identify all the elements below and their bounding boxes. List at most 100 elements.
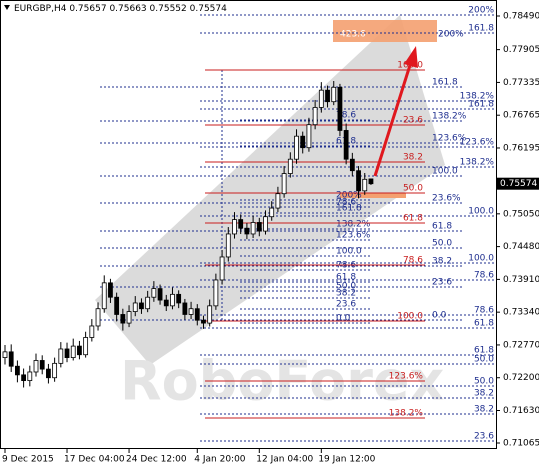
candle-body — [163, 299, 169, 307]
fib-level-label: 100.0 — [397, 312, 423, 322]
fib-level-label: 123.6% — [336, 230, 371, 240]
candle-body — [15, 365, 20, 376]
y-tick-label: 0.71630 — [503, 406, 539, 416]
level-highlight — [340, 193, 406, 198]
fib-level-label: 78.6 — [336, 261, 356, 271]
candle-body — [2, 351, 8, 358]
fib-level-label: 61.8 — [403, 214, 423, 224]
fib-level-label: 138.2% — [336, 220, 371, 230]
candle-body — [95, 308, 101, 327]
candle-body — [312, 107, 318, 126]
fib-level-label: 38.2 — [432, 256, 452, 266]
symbol: EURGBP,H4 — [14, 4, 67, 14]
y-tick-label: 0.72770 — [503, 340, 539, 350]
forecast-arrow — [373, 61, 413, 177]
candle-body — [27, 371, 33, 382]
last-price-box — [497, 177, 539, 190]
fib-level-label: 0.0 — [432, 311, 447, 321]
candle-body — [126, 311, 132, 324]
open-price: 0.75657 — [69, 4, 106, 14]
fib-level-label: 200% — [468, 6, 494, 16]
high-price: 0.75663 — [109, 4, 146, 14]
fib-level-label: 78.6 — [336, 111, 356, 121]
candle-body — [83, 337, 89, 356]
candle-body — [368, 178, 374, 185]
trend-channel — [95, 15, 445, 365]
fib-level-label: 78.6 — [403, 256, 423, 266]
fib-level-label: 23.6 — [432, 278, 452, 288]
candle-body — [89, 325, 95, 338]
candle-body — [120, 314, 126, 324]
fib-level-label: 23.6 — [336, 300, 356, 310]
fib-level-label: 123.6% — [389, 372, 424, 382]
candle-body — [325, 89, 330, 103]
fib-level-label: 200% — [336, 191, 362, 201]
candle-body — [213, 279, 219, 307]
y-tick-label: 0.76765 — [503, 111, 539, 121]
candle-body — [362, 178, 368, 192]
candle-body — [356, 170, 361, 192]
y-tick-label: 0.74480 — [503, 242, 539, 252]
candle-body — [331, 86, 337, 103]
fib-level-label: 61.8 — [336, 272, 356, 282]
candle-body — [21, 374, 27, 382]
arrow-head — [404, 46, 418, 68]
box-label: 200% — [438, 30, 464, 40]
fib-level-label: 138.2% — [389, 409, 424, 419]
y-tick-label: 0.77335 — [503, 78, 539, 88]
candle-body — [132, 302, 138, 312]
candle-body — [318, 89, 324, 108]
candle-body — [108, 282, 113, 298]
candle-body — [244, 227, 250, 235]
fib-level-label: 23.6% — [432, 194, 461, 204]
y-tick-label: 0.73340 — [503, 308, 539, 318]
x-tick-label: 9 Dec 2015 — [2, 455, 54, 465]
candle-body — [225, 233, 231, 258]
x-tick-label: 12 Jan 04:00 — [256, 455, 313, 465]
candle-body — [182, 302, 188, 315]
axes: 0.78490 0.77905 0.77335 0.76765 0.76195 0.750… — [2, 12, 539, 465]
candle-body — [101, 282, 107, 310]
y-tick-label: 0.77905 — [503, 45, 539, 55]
candle-body — [33, 360, 39, 373]
candle-body — [281, 173, 287, 195]
fib-level-label: 123.6% — [432, 134, 467, 144]
fib-level-label: 78.6 — [474, 271, 494, 281]
candle-body — [46, 368, 51, 379]
fib-level-label: 78.6 — [474, 306, 494, 316]
fib-level-label: 161.8 — [468, 24, 494, 34]
target-box — [333, 20, 437, 42]
fib-level-label: 61.8 — [474, 346, 494, 356]
candle-body — [114, 296, 120, 315]
fib-level-label: 100.0 — [468, 253, 494, 263]
candle-body — [287, 158, 293, 174]
candle-body — [151, 288, 157, 298]
candle-body — [232, 219, 237, 235]
y-tick-label: 0.78490 — [503, 12, 539, 22]
candle-body — [58, 348, 64, 364]
candle-body — [349, 158, 355, 172]
candle-body — [8, 351, 14, 367]
y-tick-label: 0.72200 — [503, 373, 539, 383]
chart-title: EURGBP,H4 0.75657 0.75663 0.75552 0.7557… — [14, 4, 227, 14]
fib-level-label: 50.0 — [432, 238, 452, 248]
candle-body — [77, 345, 82, 356]
candle-body — [70, 345, 76, 359]
fib-level-label: 50.0 — [474, 355, 494, 365]
fib-level-label: 0.0 — [336, 314, 351, 324]
candle-body — [64, 348, 70, 358]
fib-level-label: 123.6% — [460, 138, 495, 148]
candle-body — [219, 256, 225, 281]
fib-level-label: 138.2% — [460, 158, 495, 168]
candle-body — [250, 222, 256, 235]
fib-level-label: 161.8 — [336, 204, 362, 214]
candle-body — [170, 293, 175, 307]
candle-body — [207, 305, 213, 324]
fib-level-label: 38.2 — [336, 289, 356, 299]
candle-body — [188, 308, 194, 315]
fib-level-label: 38.2 — [474, 389, 494, 399]
x-tick-label: 4 Jan 20:00 — [194, 455, 246, 465]
fib-level-label: 161.8 — [432, 78, 458, 88]
y-tick-label: 0.71065 — [503, 439, 539, 449]
